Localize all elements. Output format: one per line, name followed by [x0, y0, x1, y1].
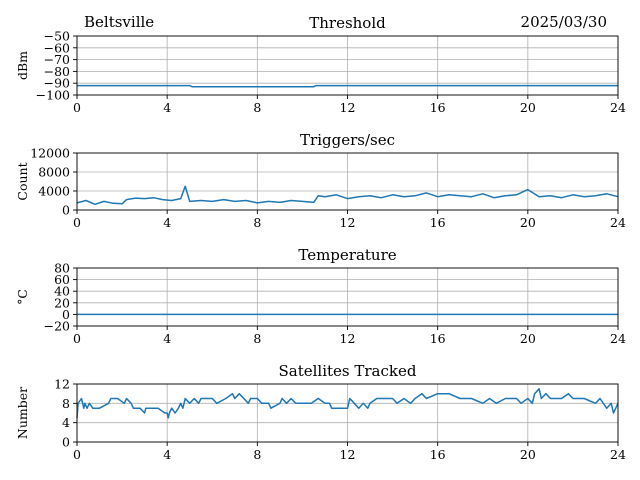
threshold-ytick-label: −90	[44, 76, 70, 91]
threshold-ytick-label: −100	[36, 88, 70, 103]
satellites-xtick-label: 20	[520, 447, 536, 462]
temperature-ytick-label: −20	[44, 319, 70, 334]
temperature-xtick-label: 0	[73, 331, 81, 346]
satellites-ytick-label: 12	[54, 377, 70, 392]
satellites-series-line	[76, 388, 619, 419]
satellites-title: Satellites Tracked	[279, 362, 417, 380]
triggers-ytick-label: 4000	[38, 184, 70, 199]
satellites-xtick-label: 16	[430, 447, 446, 462]
threshold-xtick-label: 0	[73, 100, 81, 115]
triggers-ytick-label: 8000	[38, 165, 70, 180]
threshold-xtick-label: 20	[520, 100, 536, 115]
threshold-xtick-label: 12	[340, 100, 356, 115]
triggers-ylabel: Count	[15, 162, 30, 200]
triggers-xtick-label: 4	[163, 215, 171, 230]
threshold-ytick-label: −60	[44, 40, 70, 55]
date-label: 2025/03/30	[520, 13, 607, 31]
station-label: Beltsville	[84, 13, 155, 31]
temperature-xtick-label: 24	[610, 331, 626, 346]
threshold-series-line	[77, 84, 618, 88]
temperature-ytick-label: 20	[54, 295, 70, 310]
triggers-xtick-label: 8	[253, 215, 261, 230]
threshold-ytick-label: −70	[44, 52, 70, 67]
temperature-ytick-label: 0	[62, 307, 70, 322]
temperature-ylabel: °C	[15, 289, 30, 305]
satellites-xtick-label: 8	[253, 447, 261, 462]
triggers-xtick-label: 12	[340, 215, 356, 230]
temperature-ytick-label: 40	[54, 284, 70, 299]
triggers-panel: 0 4 8 12 16 20 24 12000 8000 4000 0 Triggers/sec Cou…	[15, 131, 626, 230]
satellites-ytick-label: 4	[62, 415, 70, 430]
triggers-xtick-label: 16	[430, 215, 446, 230]
temperature-xtick-label: 4	[163, 331, 171, 346]
triggers-xtick-label: 20	[520, 215, 536, 230]
satellites-ylabel: Number	[15, 387, 30, 439]
satellites-xtick-label: 0	[73, 447, 81, 462]
temperature-xtick-label: 8	[253, 331, 261, 346]
satellites-panel: 0 4 8 12 16 20 24 12 8 4 0 Satellites Tracked Number	[15, 362, 626, 462]
satellites-xtick-label: 24	[610, 447, 626, 462]
temperature-xtick-label: 16	[430, 331, 446, 346]
temperature-title: Temperature	[298, 246, 396, 264]
satellites-ytick-label: 0	[62, 435, 70, 450]
threshold-ytick-label: −50	[44, 29, 70, 44]
threshold-ylabel: dBm	[15, 51, 30, 80]
satellites-xtick-label: 4	[163, 447, 171, 462]
triggers-xtick-label: 24	[610, 215, 626, 230]
temperature-xtick-label: 20	[520, 331, 536, 346]
threshold-ytick-label: −80	[44, 64, 70, 79]
threshold-xtick-label: 16	[430, 100, 446, 115]
temperature-ytick-label: 60	[54, 272, 70, 287]
satellites-xtick-label: 12	[340, 447, 356, 462]
threshold-title: Threshold	[309, 14, 386, 32]
threshold-xtick-label: 24	[610, 100, 626, 115]
triggers-series-line	[76, 185, 619, 206]
triggers-ytick-label: 0	[62, 203, 70, 218]
satellites-ytick-label: 8	[62, 396, 70, 411]
temperature-xtick-label: 12	[340, 331, 356, 346]
threshold-panel: 0 4 8 12 16 20 24 −50−60−70−80−90−100 Threshold d…	[15, 14, 626, 115]
temperature-ytick-label: 80	[54, 261, 70, 276]
triggers-title: Triggers/sec	[300, 131, 395, 149]
triggers-xtick-label: 0	[73, 215, 81, 230]
triggers-ytick-label: 12000	[30, 146, 70, 161]
threshold-xtick-label: 8	[253, 100, 261, 115]
threshold-xtick-label: 4	[163, 100, 171, 115]
